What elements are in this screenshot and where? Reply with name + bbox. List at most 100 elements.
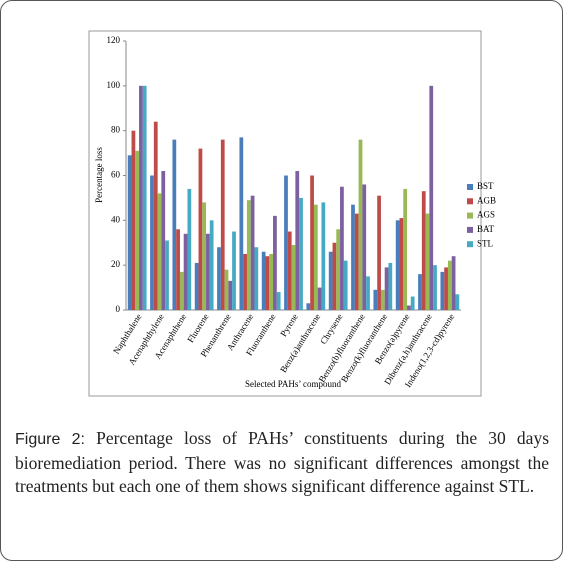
bar (261, 251, 266, 310)
bar (250, 195, 255, 310)
bar (161, 171, 166, 310)
bar (336, 229, 341, 310)
bar (380, 289, 385, 310)
bar (276, 292, 281, 310)
bar (407, 305, 411, 310)
bar (165, 240, 169, 310)
bar (395, 220, 400, 310)
bar (183, 233, 188, 310)
bar (421, 191, 426, 310)
legend-swatch (467, 184, 473, 190)
bar (273, 215, 277, 310)
bar (354, 213, 359, 310)
bar (362, 184, 367, 310)
bar (447, 260, 452, 310)
y-tick-label: 120 (107, 35, 121, 45)
bar (224, 269, 229, 310)
bar (313, 204, 318, 310)
bar (217, 247, 221, 310)
bar (220, 139, 225, 310)
caption-label: Figure 2: (15, 431, 85, 448)
bar (340, 186, 344, 310)
bar (444, 267, 448, 310)
legend-label: BST (477, 181, 494, 191)
bar (198, 148, 203, 310)
bar (429, 85, 434, 310)
chart-frame (88, 30, 482, 397)
legend-label: AGS (477, 210, 495, 220)
bar (332, 242, 337, 310)
bar (202, 202, 207, 310)
bar (135, 150, 140, 310)
bar (176, 229, 180, 310)
bar (239, 137, 244, 310)
bar (139, 85, 143, 310)
bar (243, 253, 247, 310)
legend-swatch (467, 226, 473, 233)
bar (306, 303, 311, 310)
bar (433, 265, 437, 310)
bar (179, 271, 184, 310)
bar (321, 202, 326, 310)
bar (269, 253, 274, 310)
bar (291, 244, 296, 310)
bar (206, 233, 210, 310)
bar (131, 130, 136, 310)
bar (343, 260, 348, 310)
bar (157, 193, 162, 310)
y-axis-label: Percentage loss (94, 147, 104, 203)
bar (187, 188, 192, 310)
bar (254, 247, 259, 310)
bar (284, 175, 288, 310)
bar (228, 280, 233, 310)
bar (232, 231, 236, 310)
bar (299, 197, 303, 310)
bar (246, 200, 251, 310)
bar (209, 220, 214, 310)
bar (418, 274, 422, 310)
bar (328, 251, 333, 310)
bar (295, 171, 300, 310)
bar (410, 296, 415, 310)
bar (425, 213, 430, 310)
y-tick-label: 60 (111, 170, 121, 180)
bar (373, 289, 378, 310)
bar (440, 271, 445, 310)
bar (153, 121, 158, 310)
bar (451, 256, 456, 310)
y-tick-label: 0 (116, 304, 121, 314)
bar (142, 85, 147, 310)
bar (455, 294, 460, 310)
bar (150, 175, 154, 310)
bar (127, 155, 132, 310)
legend-swatch (467, 241, 473, 248)
bar (384, 267, 389, 310)
bar (399, 218, 404, 310)
x-tick-label: Pyrene (278, 312, 300, 339)
legend-label: AGB (477, 195, 496, 205)
legend-label: BAT (477, 224, 495, 234)
bar (194, 262, 199, 310)
bar (317, 287, 322, 310)
bar (172, 139, 177, 310)
y-tick-label: 80 (111, 125, 121, 135)
bar (403, 188, 408, 310)
bar (351, 204, 355, 310)
legend-label: STL (477, 238, 493, 248)
y-tick-label: 20 (111, 259, 121, 269)
caption-text: Percentage loss of PAHs’ constituents du… (15, 428, 550, 496)
chart: Percentage loss Selected PAHs’ compound … (88, 30, 496, 397)
legend-swatch (467, 212, 473, 219)
bar (388, 262, 393, 310)
bar (287, 231, 292, 310)
bar (358, 139, 363, 310)
y-tick-label: 40 (111, 214, 121, 224)
caption: Figure 2: Percentage loss of PAHs’ const… (15, 427, 549, 499)
x-axis-label: Selected PAHs’ compound (245, 379, 341, 389)
legend-swatch (467, 198, 473, 205)
bar (310, 175, 314, 310)
bar (366, 276, 370, 310)
y-tick-label: 100 (107, 80, 121, 90)
bar (377, 195, 381, 310)
